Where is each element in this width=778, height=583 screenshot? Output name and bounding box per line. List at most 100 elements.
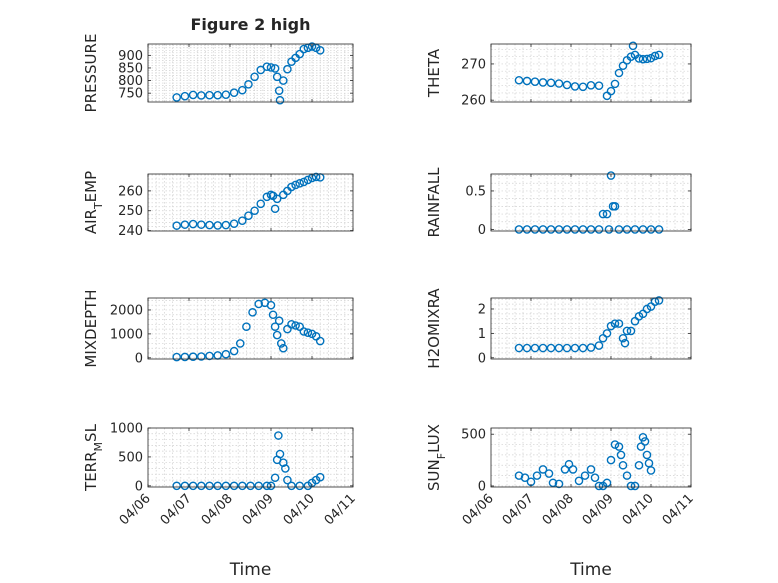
- data-point: [315, 46, 325, 55]
- data-point: [303, 328, 313, 337]
- data-point: [229, 346, 239, 356]
- data-point: [275, 95, 285, 105]
- data-point: [638, 54, 648, 64]
- plot-area: [148, 298, 353, 359]
- subplot-6: 0 1 2 H2OMIXRA: [425, 288, 692, 369]
- chart-title: Figure 2 high: [191, 15, 311, 34]
- y-tick-label: 800: [118, 74, 143, 89]
- axes-box: [490, 173, 692, 232]
- data-point: [586, 81, 596, 90]
- y-tick-label: 240: [118, 224, 143, 239]
- axes-box: [147, 173, 354, 232]
- y-tick-label: 0: [478, 223, 486, 238]
- data-point: [554, 225, 564, 234]
- data-point: [604, 225, 614, 234]
- y-tick-label: 1000: [110, 327, 143, 342]
- data-point: [538, 343, 548, 353]
- data-point: [287, 481, 296, 491]
- data-point: [205, 220, 214, 230]
- data-point: [221, 90, 231, 99]
- data-point: [642, 450, 652, 460]
- data-point: [538, 465, 548, 474]
- y-tick-label: 1000: [110, 422, 143, 437]
- data-point: [562, 80, 572, 90]
- data-point: [272, 330, 282, 340]
- y-tick-label: 2: [478, 302, 486, 317]
- data-point: [188, 352, 198, 362]
- data-point: [278, 343, 288, 353]
- data-point: [266, 63, 276, 72]
- data-point: [242, 322, 251, 332]
- data-point: [590, 473, 600, 482]
- y-tick-label: 250: [118, 204, 143, 219]
- data-point: [554, 479, 564, 489]
- data-point: [307, 42, 317, 51]
- data-point: [274, 431, 283, 440]
- data-point: [278, 458, 288, 468]
- data-point: [546, 78, 556, 88]
- data-point: [205, 481, 214, 491]
- data-point: [287, 320, 296, 329]
- data-point: [610, 319, 620, 328]
- data-point: [278, 76, 288, 85]
- data-point: [172, 352, 181, 362]
- data-point: [530, 77, 540, 86]
- data-point: [514, 343, 524, 353]
- data-point: [650, 51, 660, 61]
- axes-box: [147, 297, 354, 360]
- data-point: [188, 219, 198, 229]
- data-point: [254, 299, 264, 309]
- data-point: [574, 476, 584, 486]
- data-point: [640, 437, 650, 446]
- data-point: [266, 300, 276, 310]
- data-point: [235, 339, 245, 348]
- data-point: [634, 54, 644, 63]
- data-point: [554, 79, 564, 88]
- data-point: [514, 75, 524, 85]
- axes-box: [490, 43, 692, 103]
- data-point: [213, 221, 222, 230]
- data-point: [530, 343, 540, 353]
- data-point: [221, 220, 231, 230]
- y-tick-label: 1: [478, 327, 486, 342]
- data-point: [299, 177, 309, 187]
- data-point: [205, 90, 214, 100]
- data-point: [578, 82, 588, 92]
- data-point: [295, 179, 305, 188]
- data-point: [246, 481, 255, 491]
- data-point: [244, 211, 253, 221]
- data-point: [594, 341, 604, 350]
- data-point: [646, 225, 656, 234]
- data-point: [602, 478, 612, 488]
- data-point: [196, 220, 206, 229]
- data-point: [221, 481, 231, 491]
- y-tick-label: 0: [478, 351, 486, 366]
- data-point: [287, 182, 296, 192]
- data-point: [568, 465, 578, 474]
- data-point: [654, 225, 664, 234]
- data-point: [580, 471, 590, 480]
- data-point: [270, 473, 280, 483]
- data-point: [626, 52, 636, 61]
- data-point: [598, 209, 608, 219]
- data-point: [578, 343, 588, 353]
- data-point: [520, 473, 530, 482]
- data-point: [618, 333, 628, 343]
- data-point: [562, 343, 572, 353]
- data-point: [522, 76, 532, 86]
- data-point: [546, 343, 556, 353]
- data-point: [299, 327, 309, 336]
- data-point: [283, 475, 292, 485]
- data-point: [616, 450, 626, 460]
- axes-box: [490, 297, 692, 360]
- data-point: [180, 481, 190, 491]
- x-axis-label: Time: [229, 560, 272, 580]
- data-point: [570, 343, 580, 353]
- data-point: [262, 192, 272, 202]
- data-point: [237, 216, 247, 225]
- data-point: [272, 72, 282, 82]
- data-point: [578, 225, 588, 234]
- y-axis-label: THETA: [425, 48, 443, 98]
- y-tick-label: 0: [478, 479, 486, 494]
